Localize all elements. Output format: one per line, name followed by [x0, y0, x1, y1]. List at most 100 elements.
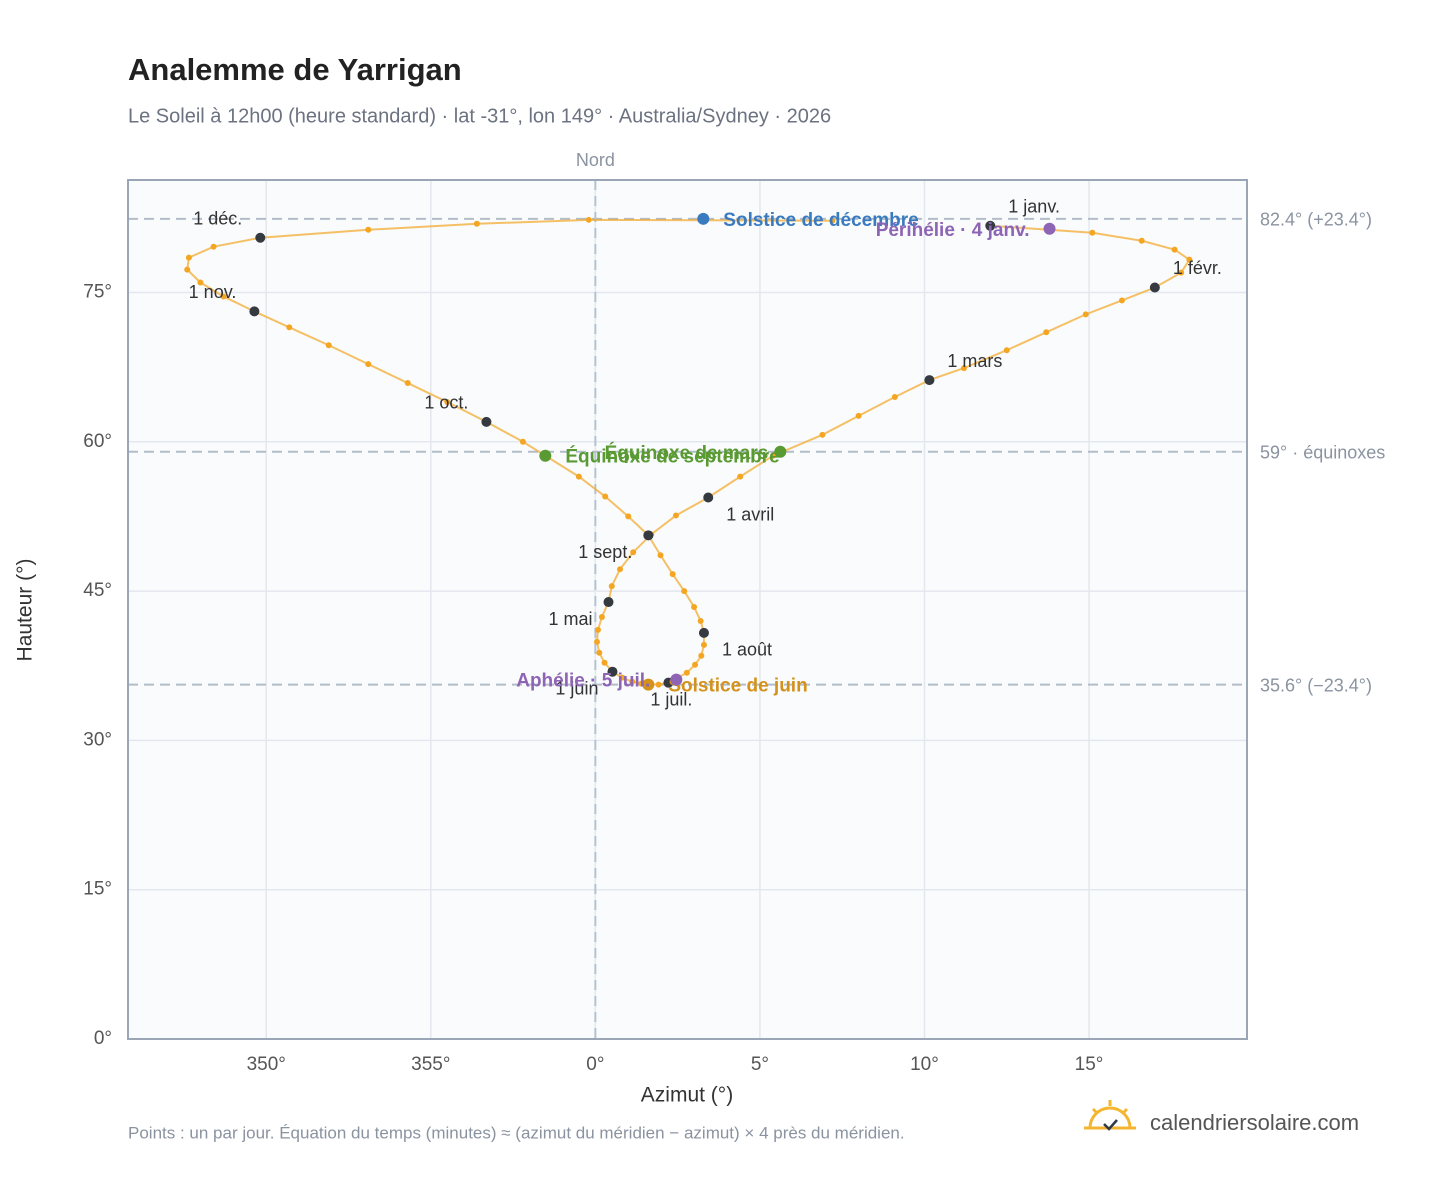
- month-label: 1 avril: [726, 504, 774, 524]
- daily-point: [698, 652, 705, 659]
- y-tick-label: 60°: [83, 431, 112, 452]
- daily-point: [1082, 311, 1089, 318]
- x-tick-label: 5°: [751, 1054, 769, 1075]
- daily-point: [473, 220, 480, 227]
- month-marker: [698, 627, 709, 638]
- daily-point: [1118, 297, 1125, 304]
- daily-point: [519, 438, 526, 445]
- month-label: 1 sept.: [578, 542, 632, 562]
- month-label: 1 juil.: [650, 689, 692, 709]
- daily-point: [593, 638, 600, 645]
- daily-point: [1089, 229, 1096, 236]
- y-tick-label: 45°: [83, 580, 112, 601]
- daily-point: [286, 324, 293, 331]
- month-label: 1 juin: [555, 678, 598, 698]
- daily-point: [594, 626, 601, 633]
- daily-point: [672, 512, 679, 519]
- event-label: Solstice de décembre: [723, 210, 918, 231]
- daily-point: [657, 552, 664, 559]
- daily-point: [325, 342, 332, 349]
- month-label: 1 mai: [548, 609, 592, 629]
- event-marker: [697, 212, 710, 225]
- daily-point: [184, 266, 191, 273]
- daily-point: [891, 393, 898, 400]
- daily-point: [617, 566, 624, 573]
- daily-point: [629, 678, 636, 685]
- daily-point: [700, 641, 707, 648]
- event-label: Aphélie · 5 juil.: [516, 671, 650, 692]
- month-marker: [481, 416, 492, 427]
- daily-point: [444, 398, 451, 405]
- daily-point: [365, 226, 372, 233]
- chart-subtitle: Le Soleil à 12h00 (heure standard) · lat…: [128, 105, 831, 127]
- daily-point: [585, 216, 592, 223]
- month-marker: [603, 597, 614, 608]
- x-tick-label: 355°: [411, 1054, 450, 1075]
- x-tick-label: 350°: [247, 1054, 286, 1075]
- plot-area: [128, 180, 1247, 1039]
- x-tick-label: 10°: [910, 1054, 939, 1075]
- month-marker: [985, 220, 996, 231]
- brand: calendriersolaire.com: [1150, 1110, 1359, 1135]
- reference-label: 35.6° (−23.4°): [1260, 675, 1372, 695]
- y-tick-label: 30°: [83, 729, 112, 750]
- daily-point: [669, 571, 676, 578]
- event-marker: [539, 449, 552, 462]
- month-label: 1 août: [722, 640, 772, 660]
- daily-point: [692, 661, 699, 668]
- daily-point: [625, 513, 632, 520]
- daily-point: [960, 365, 967, 372]
- daily-point: [697, 617, 704, 624]
- month-marker: [607, 666, 618, 677]
- y-tick-label: 15°: [83, 879, 112, 900]
- daily-point: [1171, 246, 1178, 253]
- daily-point: [681, 588, 688, 595]
- month-marker: [1149, 282, 1160, 293]
- month-marker: [255, 232, 266, 243]
- month-label: 1 déc.: [193, 208, 242, 228]
- daily-point: [220, 293, 227, 300]
- daily-point: [829, 217, 836, 224]
- month-label: 1 févr.: [1173, 258, 1222, 278]
- month-marker: [249, 306, 260, 317]
- daily-point: [691, 604, 698, 611]
- event-marker: [1043, 222, 1056, 235]
- daily-point: [602, 493, 609, 500]
- event-label: Solstice de juin: [668, 676, 807, 697]
- footnote: Points : un par jour. Équation du temps …: [128, 1123, 905, 1142]
- daily-point: [1138, 237, 1145, 244]
- y-axis-label: Hauteur (°): [14, 559, 37, 662]
- y-tick-label: 75°: [83, 281, 112, 302]
- daily-point: [210, 243, 217, 250]
- month-marker: [703, 492, 714, 503]
- month-label: 1 nov.: [189, 282, 237, 302]
- reference-label: 59° · équinoxes: [1260, 442, 1385, 462]
- daily-point: [855, 412, 862, 419]
- daily-point: [683, 669, 690, 676]
- daily-point: [630, 549, 637, 556]
- month-marker: [924, 375, 935, 386]
- daily-point: [404, 380, 411, 387]
- daily-point: [819, 431, 826, 438]
- reference-label: 82.4° (+23.4°): [1260, 210, 1372, 230]
- daily-point: [1003, 347, 1010, 354]
- event-label: Équinoxe de septembre: [565, 446, 779, 468]
- month-marker: [643, 530, 654, 541]
- event-marker: [642, 678, 655, 691]
- daily-point: [655, 681, 662, 688]
- event-label: Périhélie · 4 janv.: [876, 220, 1030, 241]
- daily-point: [185, 254, 192, 261]
- event-label: Équinoxe de mars: [605, 442, 769, 464]
- daily-point: [737, 473, 744, 480]
- event-marker: [774, 445, 787, 458]
- daily-point: [1043, 329, 1050, 336]
- daily-point: [596, 649, 603, 656]
- daily-point: [575, 473, 582, 480]
- event-marker: [670, 673, 683, 686]
- daily-point: [197, 279, 204, 286]
- brand-icon: [1084, 1100, 1136, 1131]
- x-tick-label: 0°: [586, 1054, 604, 1075]
- month-label: 1 oct.: [424, 393, 468, 413]
- plot-border: [127, 179, 1248, 1040]
